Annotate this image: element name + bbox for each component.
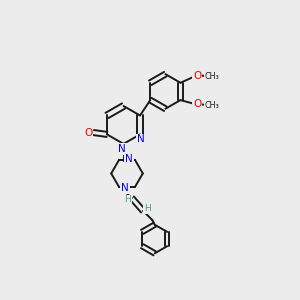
Text: O: O [193, 70, 202, 81]
Text: N: N [118, 144, 126, 154]
Text: N: N [137, 134, 145, 145]
Text: N: N [121, 183, 129, 193]
Text: CH₃: CH₃ [205, 72, 220, 81]
Text: H: H [124, 196, 131, 205]
Text: O: O [193, 100, 202, 110]
Text: O: O [84, 128, 92, 138]
Text: H: H [144, 204, 151, 213]
Text: N: N [125, 154, 133, 164]
Text: CH₃: CH₃ [205, 101, 220, 110]
